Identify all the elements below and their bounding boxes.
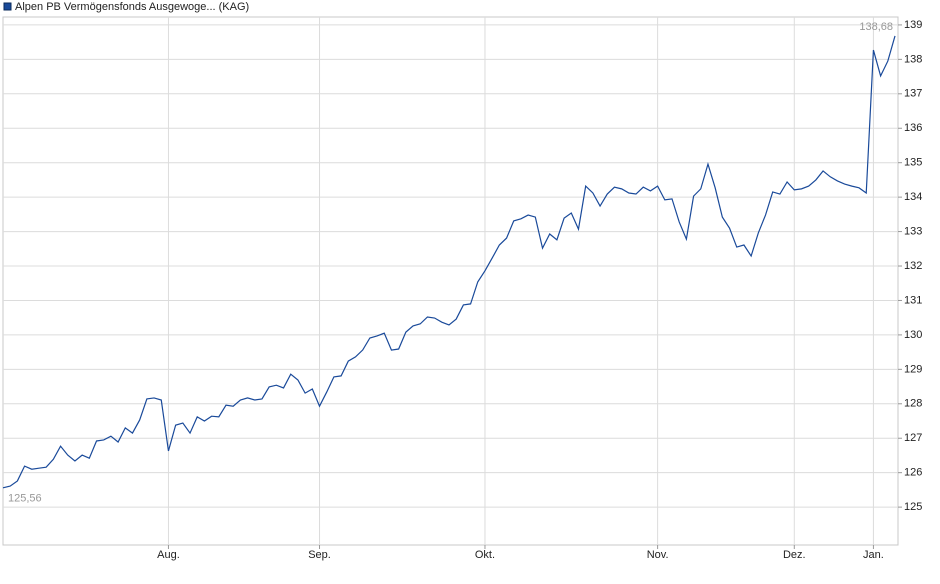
y-tick-label: 134 <box>904 191 922 203</box>
y-tick-label: 130 <box>904 329 922 341</box>
y-tick-label: 131 <box>904 294 922 306</box>
y-tick-label: 136 <box>904 122 922 134</box>
x-tick-label: Nov. <box>647 549 669 561</box>
value-label: 138,68 <box>859 21 893 33</box>
y-tick-label: 129 <box>904 363 922 375</box>
x-tick-label: Aug. <box>157 549 180 561</box>
y-tick-label: 137 <box>904 88 922 100</box>
value-label: 125,56 <box>8 493 42 505</box>
y-tick-label: 132 <box>904 260 922 272</box>
y-tick-label: 138 <box>904 53 922 65</box>
legend-swatch <box>3 2 12 11</box>
line-series <box>2 35 896 489</box>
x-tick-label: Dez. <box>783 549 806 561</box>
y-tick-label: 139 <box>904 19 922 31</box>
plot-area <box>2 16 899 546</box>
legend-label: Alpen PB Vermögensfonds Ausgewoge... (KA… <box>15 1 249 13</box>
y-tick-label: 125 <box>904 501 922 513</box>
y-tick-label: 133 <box>904 225 922 237</box>
y-tick-label: 128 <box>904 398 922 410</box>
x-tick-label: Sep. <box>308 549 331 561</box>
x-tick-label: Okt. <box>475 549 495 561</box>
y-tick-label: 135 <box>904 157 922 169</box>
y-tick-label: 127 <box>904 432 922 444</box>
x-tick-label: Jan. <box>863 549 884 561</box>
y-tick-label: 126 <box>904 467 922 479</box>
